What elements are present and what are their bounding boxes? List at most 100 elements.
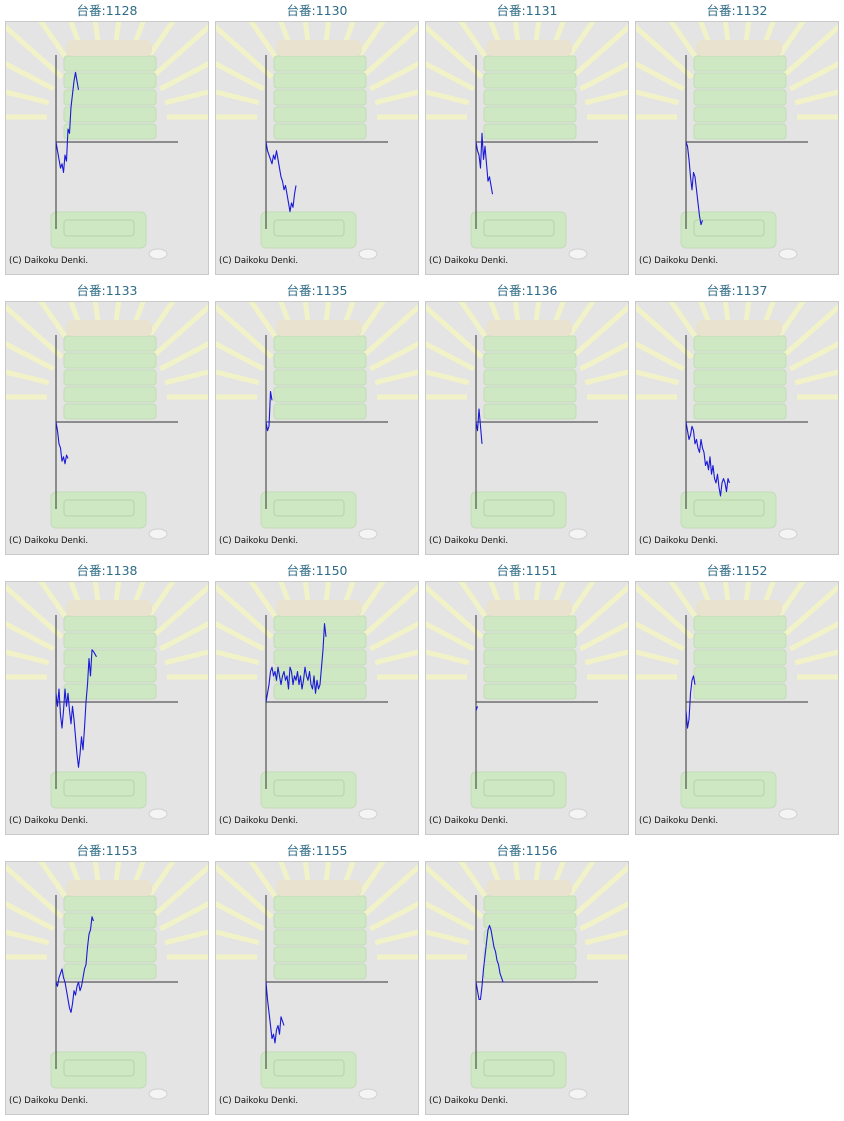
watermark-ray [150,304,208,360]
machine-chart-card[interactable]: 台番:1130 (C) Daikoku Denki. [215,0,419,280]
watermark-balls [66,40,152,56]
machine-number-title[interactable]: 台番:1132 [706,3,768,18]
watermark-box [63,632,157,649]
watermark-tray [50,1051,147,1089]
watermark-box [273,649,367,666]
watermark-coin [778,248,798,260]
watermark-ray [360,304,418,360]
watermark-ray [164,89,208,106]
watermark-ray [6,864,64,920]
pachinko-watermark [636,302,838,540]
watermark-ray [164,369,208,386]
chart-svg [636,22,838,260]
machine-number-title[interactable]: 台番:1130 [286,3,348,18]
series-line [55,421,69,465]
pachinko-watermark [426,862,628,1100]
watermark-box [273,386,367,403]
machine-number-title[interactable]: 台番:1151 [496,563,558,578]
watermark-balls [276,320,362,336]
watermark-tray [50,211,147,249]
machine-chart-card[interactable]: 台番:1155 (C) Daikoku Denki. [215,840,419,1120]
pachinko-watermark [426,302,628,540]
machine-number-title[interactable]: 台番:1153 [76,843,138,858]
watermark-box [63,615,157,632]
chart-panel: (C) Daikoku Denki. [215,861,419,1115]
watermark-ray [150,864,208,920]
machine-chart-card[interactable]: 台番:1133 (C) Daikoku Denki. [5,280,209,560]
machine-number-title[interactable]: 台番:1138 [76,563,138,578]
machine-chart-card[interactable]: 台番:1152 (C) Daikoku Denki. [635,560,839,840]
watermark-box [693,89,787,106]
machine-chart-card[interactable]: 台番:1150 (C) Daikoku Denki. [215,560,419,840]
machine-number-title[interactable]: 台番:1135 [286,283,348,298]
chart-panel: (C) Daikoku Denki. [5,301,209,555]
watermark-tray-inner [483,499,555,517]
copyright-credit: (C) Daikoku Denki. [429,816,509,826]
machine-number-title[interactable]: 台番:1137 [706,283,768,298]
machine-number-title[interactable]: 台番:1133 [76,283,138,298]
watermark-box [483,72,577,89]
machine-number-title[interactable]: 台番:1131 [496,3,558,18]
machine-chart-card[interactable]: 台番:1156 (C) Daikoku Denki. [425,840,629,1120]
watermark-box [63,895,157,912]
watermark-ray [584,929,628,946]
watermark-ray [570,584,628,640]
watermark-ray [158,901,208,932]
copyright-credit: (C) Daikoku Denki. [639,536,719,546]
machine-chart-card[interactable]: 台番:1138 (C) Daikoku Denki. [5,560,209,840]
chart-panel: (C) Daikoku Denki. [425,21,629,275]
watermark-coin [358,808,378,820]
chart-svg [426,22,628,260]
machine-number-title[interactable]: 台番:1150 [286,563,348,578]
pachinko-watermark [426,22,628,260]
machine-number-title[interactable]: 台番:1128 [76,3,138,18]
machine-number-title[interactable]: 台番:1155 [286,843,348,858]
watermark-ray [374,929,418,946]
watermark-ray [216,341,266,372]
chart-svg [426,862,628,1100]
watermark-ray [6,304,64,360]
watermark-ray [216,369,260,386]
series-line [685,675,696,729]
watermark-ray [780,24,838,80]
machine-number-title[interactable]: 台番:1156 [496,843,558,858]
copyright-credit: (C) Daikoku Denki. [9,816,89,826]
watermark-coin [148,1088,168,1100]
machine-chart-card[interactable]: 台番:1137 (C) Daikoku Denki. [635,280,839,560]
watermark-ray [6,89,50,106]
copyright-credit: (C) Daikoku Denki. [219,816,299,826]
pachinko-watermark [426,582,628,820]
machine-chart-card[interactable]: 台番:1151 (C) Daikoku Denki. [425,560,629,840]
watermark-tray-inner [483,1059,555,1077]
series-line [475,924,505,1000]
watermark-box [63,72,157,89]
machine-chart-card[interactable]: 台番:1128 (C) Daikoku Denki. [5,0,209,280]
machine-chart-card[interactable]: 台番:1153 (C) Daikoku Denki. [5,840,209,1120]
watermark-box [693,335,787,352]
watermark-box [693,123,787,140]
watermark-coin [568,248,588,260]
watermark-box [483,403,577,420]
machine-chart-card[interactable]: 台番:1135 (C) Daikoku Denki. [215,280,419,560]
watermark-box [483,335,577,352]
watermark-balls [276,600,362,616]
machine-number-title[interactable]: 台番:1152 [706,563,768,578]
watermark-tray-inner [693,779,765,797]
watermark-ray [426,304,484,360]
watermark-box [273,72,367,89]
watermark-tray [680,771,777,809]
watermark-tray-inner [693,219,765,237]
watermark-ray [374,369,418,386]
watermark-box [483,963,577,980]
machine-chart-card[interactable]: 台番:1136 (C) Daikoku Denki. [425,280,629,560]
watermark-box [483,615,577,632]
machine-chart-card[interactable]: 台番:1132 (C) Daikoku Denki. [635,0,839,280]
watermark-box [273,89,367,106]
watermark-coin [778,528,798,540]
pachinko-watermark [216,22,418,260]
chart-svg [426,582,628,820]
watermark-box [63,912,157,929]
machine-number-title[interactable]: 台番:1136 [496,283,558,298]
machine-chart-card[interactable]: 台番:1131 (C) Daikoku Denki. [425,0,629,280]
watermark-ray [636,304,694,360]
